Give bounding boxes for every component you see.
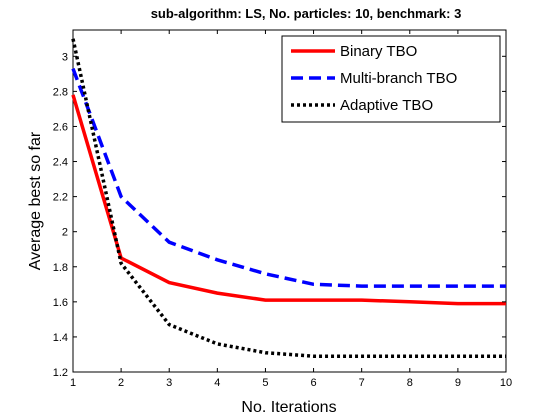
y-tick-label: 1.4 (53, 332, 68, 344)
y-tick-label: 2.8 (53, 86, 68, 98)
x-tick-label: 3 (166, 377, 172, 389)
chart-title: sub-algorithm: LS, No. particles: 10, be… (151, 6, 462, 21)
y-tick-label: 2.6 (53, 121, 68, 133)
x-tick-label: 4 (214, 377, 220, 389)
series-line-binary-tbo (71, 94, 506, 306)
y-tick-label: 1.8 (53, 262, 68, 274)
legend: Binary TBO Multi-branch TBO Adaptive TBO (281, 35, 501, 123)
x-axis-label: No. Iterations (241, 399, 336, 416)
x-tick-label: 2 (118, 377, 124, 389)
axis-ticks: 1 2 3 4 5 6 7 8 9 10 1.2 1.4 1.6 1.8 2 2.2 2.4 2.6 2.8 3 (53, 30, 512, 389)
x-tick-label: 1 (70, 377, 76, 389)
y-tick-label: 2 (62, 227, 68, 239)
x-tick-label: 8 (407, 377, 413, 389)
legend-entry-label: Adaptive TBO (340, 97, 433, 114)
y-tick-label: 1.6 (53, 297, 68, 309)
legend-entry-label: Multi-branch TBO (340, 70, 457, 87)
series-layer (71, 38, 506, 358)
x-tick-label: 6 (310, 377, 316, 389)
series-line-multi-branch-tbo (71, 67, 506, 288)
x-tick-label: 7 (359, 377, 365, 389)
legend-entry-label: Binary TBO (340, 43, 417, 60)
y-tick-label: 2.4 (53, 157, 68, 169)
x-tick-label: 5 (262, 377, 268, 389)
y-tick-label: 2.2 (53, 192, 68, 204)
series-line-adaptive-tbo (71, 38, 506, 358)
x-tick-label: 9 (455, 377, 461, 389)
y-tick-label: 3 (62, 51, 68, 63)
y-axis-label: Average best so far (27, 131, 44, 270)
y-tick-label: 1.2 (53, 367, 68, 379)
x-tick-label: 10 (500, 377, 512, 389)
